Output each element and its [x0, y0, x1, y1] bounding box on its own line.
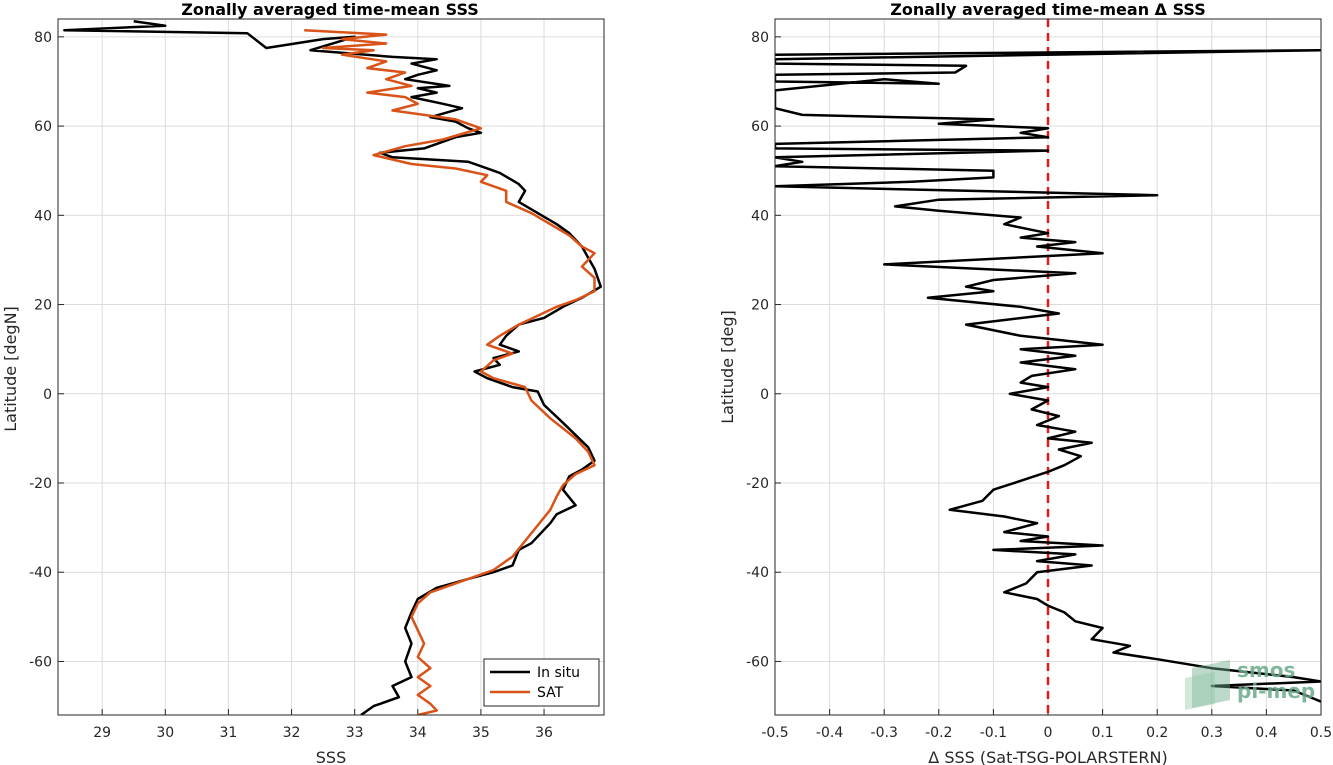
delta-sss-x-tick-label: -0.3 — [871, 725, 898, 741]
delta-sss-x-axis-label: Δ SSS (Sat-TSG-POLARSTERN) — [928, 748, 1167, 765]
legend: In situ SAT — [483, 658, 600, 707]
sss-x-tick-label: 35 — [472, 725, 490, 741]
logo-text-pimep: pi-mep — [1237, 679, 1315, 703]
delta-sss-x-tick-label: -0.2 — [925, 725, 952, 741]
delta-sss-y-tick-label: -40 — [746, 565, 769, 581]
delta-sss-x-tick-label: 0.3 — [1201, 725, 1223, 741]
sss-x-tick-labels: 29 30 31 32 33 34 35 36 — [93, 725, 553, 741]
delta-sss-x-tick-label: 0.5 — [1310, 725, 1332, 741]
delta-sss-y-tick-label: 80 — [751, 30, 769, 46]
delta-sss-x-tick-label: 0.2 — [1146, 725, 1168, 741]
delta-sss-series-group — [775, 48, 1321, 703]
delta-sss-chart: Zonally averaged time-mean Δ SSS smos pi… — [718, 0, 1332, 765]
sss-y-tick-label: 20 — [34, 298, 52, 314]
sss-y-tick-label: 60 — [34, 119, 52, 135]
sss-chart-title: Zonally averaged time-mean SSS — [181, 0, 479, 19]
legend-label-in-situ: In situ — [537, 665, 580, 681]
sss-x-tick-label: 30 — [156, 725, 174, 741]
delta-sss-y-tick-labels: -60 -40 -20 0 20 40 60 80 — [746, 30, 769, 671]
sss-gridlines — [58, 19, 604, 715]
delta-sss-chart-title: Zonally averaged time-mean Δ SSS — [890, 0, 1206, 19]
delta-sss-y-tick-label: 20 — [751, 298, 769, 314]
sss-x-tick-label: 32 — [283, 725, 301, 741]
smos-pimep-logo: smos pi-mep — [1185, 658, 1315, 710]
delta-sss-x-tick-labels: -0.5 -0.4 -0.3 -0.2 -0.1 0 0.1 0.2 0.3 0.4 0.5 — [761, 725, 1332, 741]
sss-series-line-in-situ — [63, 19, 603, 715]
sss-y-tick-label: 40 — [34, 208, 52, 224]
delta-sss-x-tick-label: 0.4 — [1255, 725, 1277, 741]
logo-text-smos: smos — [1237, 658, 1295, 682]
logo-cube-shadow-icon — [1185, 672, 1215, 710]
sss-plot-area — [57, 18, 605, 716]
sss-x-tick-label: 33 — [346, 725, 364, 741]
delta-sss-y-tick-label: -20 — [746, 476, 769, 492]
delta-sss-plot-area — [774, 18, 1322, 716]
delta-sss-x-tick-label: 0.1 — [1091, 725, 1113, 741]
legend-box — [483, 658, 600, 707]
delta-sss-y-tick-label: 0 — [760, 387, 769, 403]
legend-label-sat: SAT — [537, 685, 564, 701]
delta-sss-y-tick-label: 40 — [751, 208, 769, 224]
sss-y-tick-label: 0 — [43, 387, 52, 403]
sss-x-tick-label: 31 — [220, 725, 238, 741]
delta-sss-series-line-series-0 — [775, 48, 1321, 703]
sss-y-tick-label: 80 — [34, 30, 52, 46]
sss-y-tick-label: -20 — [29, 476, 52, 492]
sss-x-tick-label: 36 — [535, 725, 553, 741]
sss-series-group — [63, 19, 603, 715]
delta-sss-x-tick-label: -0.1 — [980, 725, 1007, 741]
sss-x-tick-label: 34 — [409, 725, 427, 741]
sss-series-line-sat — [304, 28, 596, 715]
delta-sss-y-axis-label: Latitude [deg] — [718, 310, 737, 424]
delta-sss-x-tick-label: -0.4 — [816, 725, 843, 741]
sss-y-tick-labels: -60 -40 -20 0 20 40 60 80 — [29, 30, 52, 671]
logo-cube-icon — [1192, 660, 1230, 708]
sss-x-axis-label: SSS — [316, 748, 346, 765]
delta-sss-y-tick-label: -60 — [746, 654, 769, 670]
sss-chart: Zonally averaged time-mean SSS 29 30 31 32 3… — [1, 0, 605, 765]
sss-y-tick-label: -40 — [29, 565, 52, 581]
delta-sss-x-tick-label: 0 — [1044, 725, 1053, 741]
delta-sss-y-tick-label: 60 — [751, 119, 769, 135]
sss-x-tick-label: 29 — [93, 725, 111, 741]
sss-y-tick-label: -60 — [29, 654, 52, 670]
sss-y-axis-label: Latitude [degN] — [1, 306, 20, 432]
delta-sss-x-tick-label: -0.5 — [761, 725, 788, 741]
